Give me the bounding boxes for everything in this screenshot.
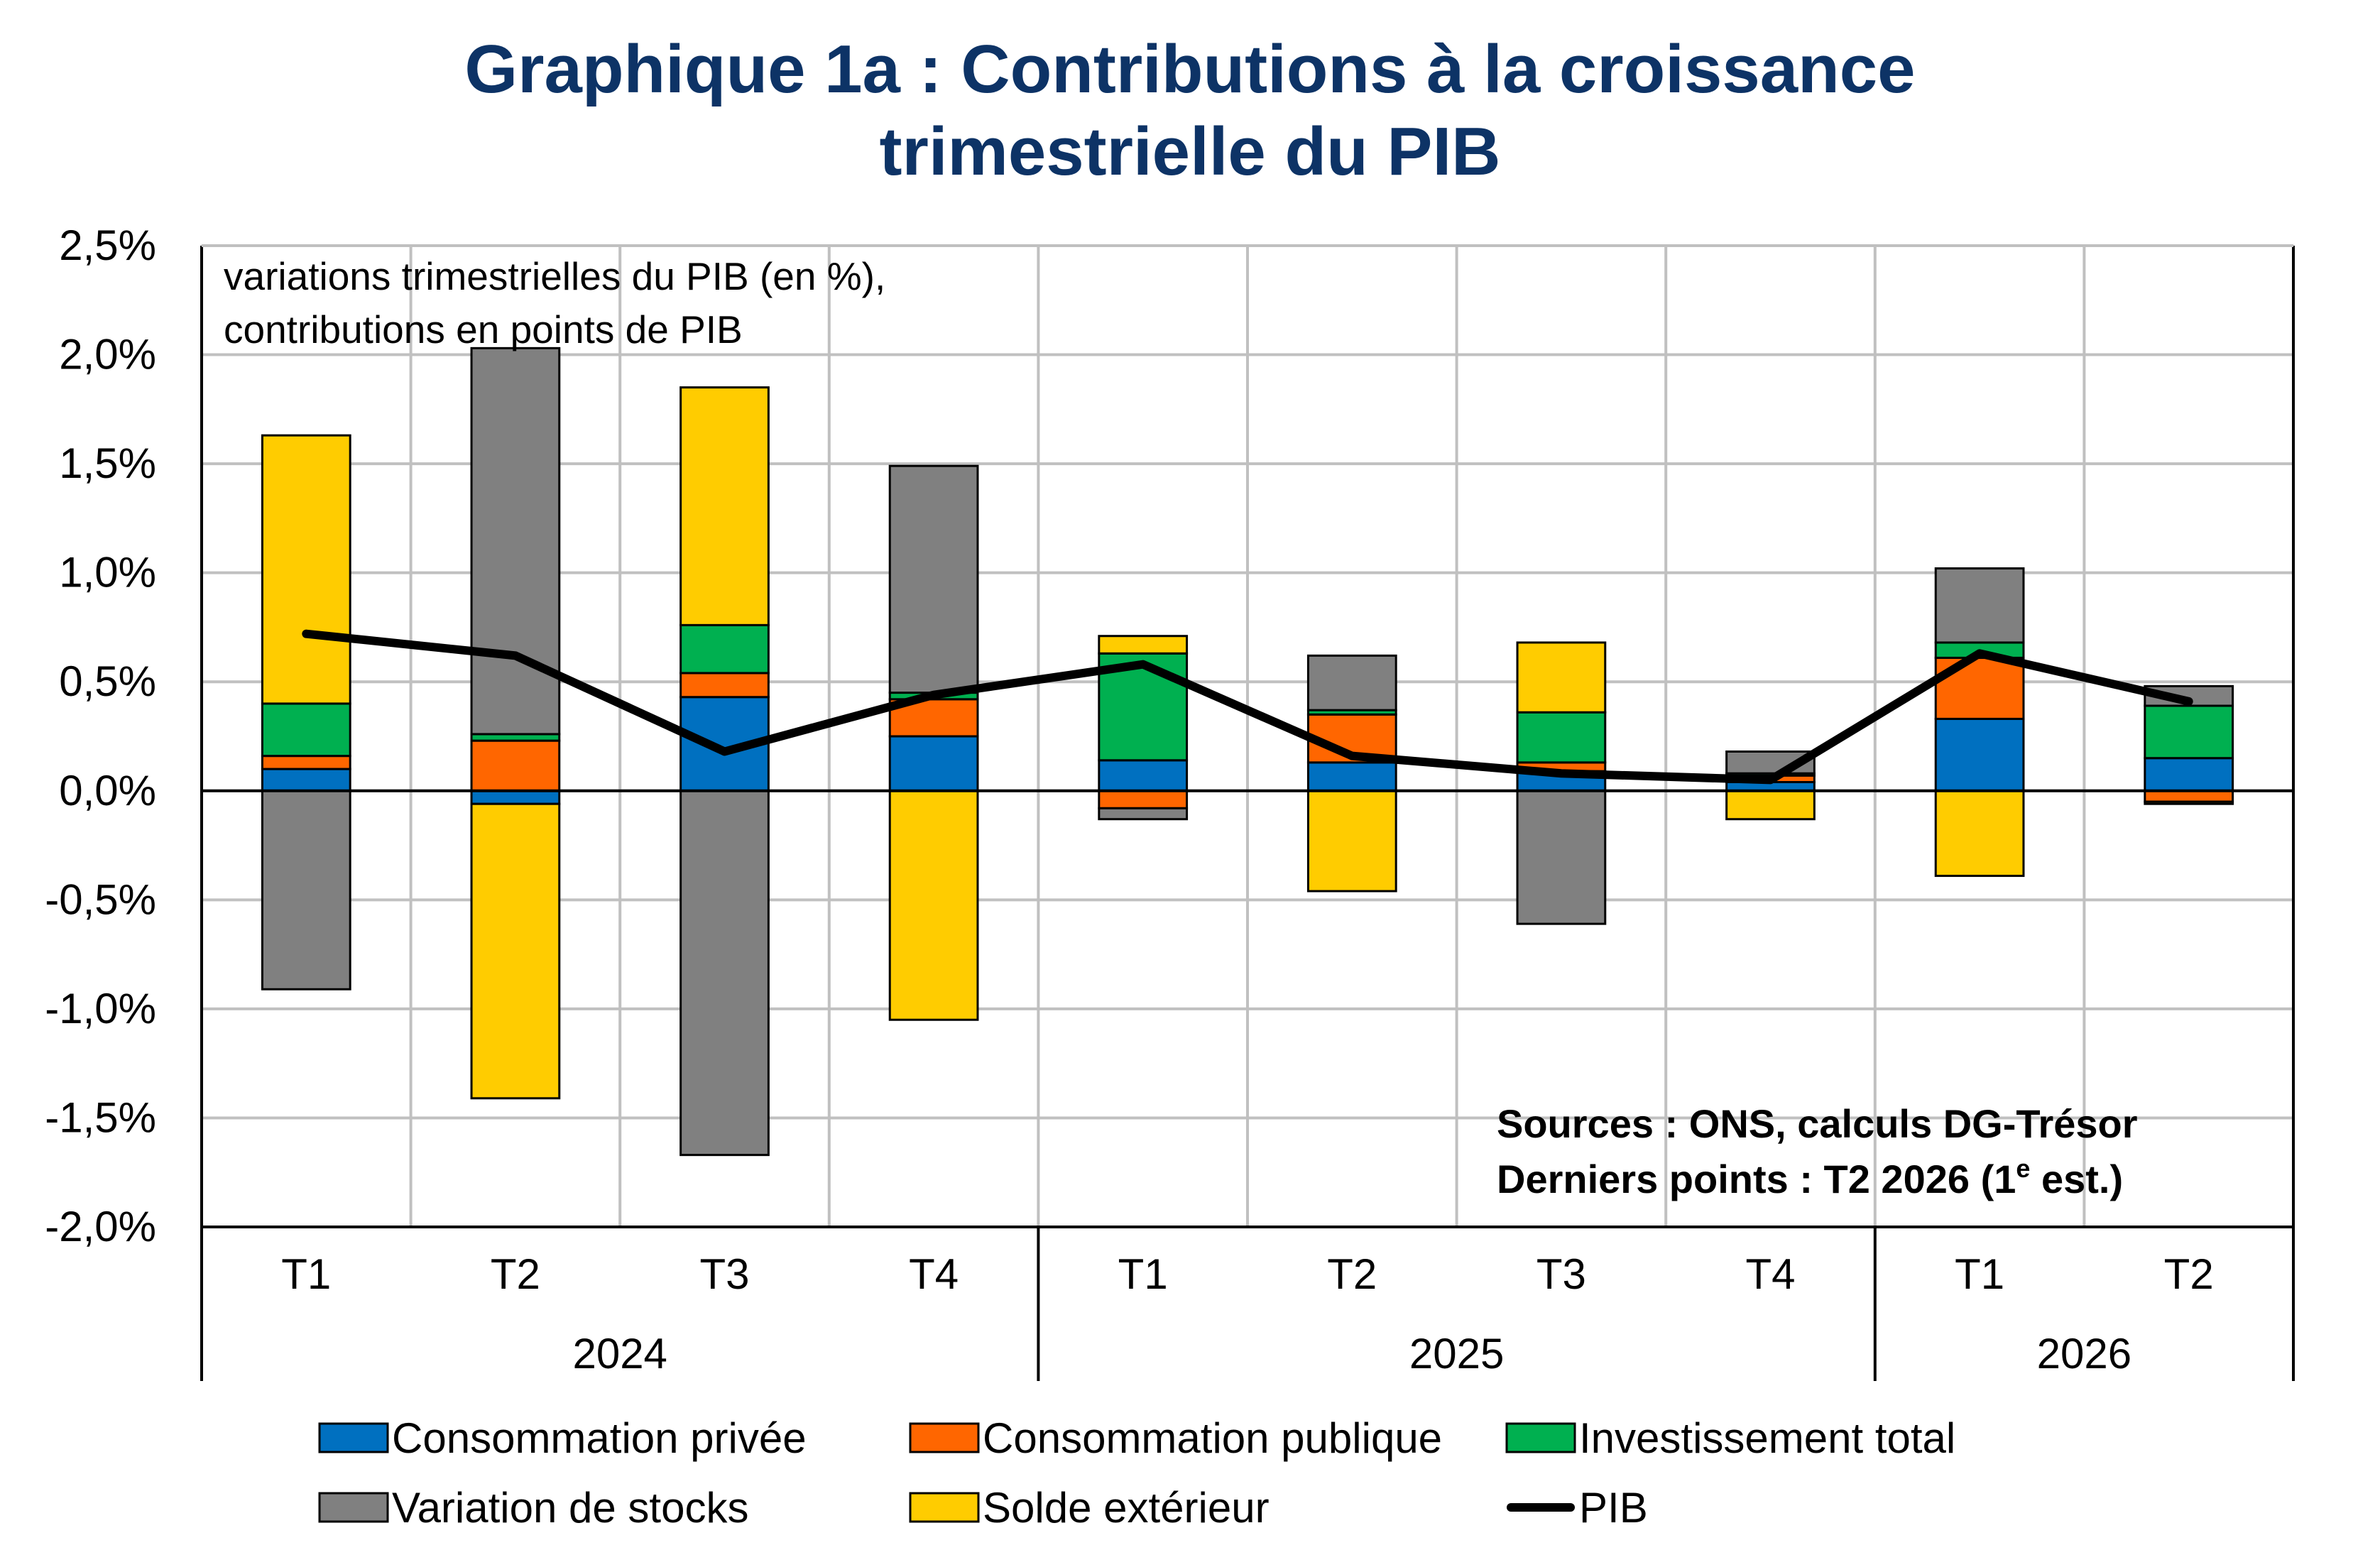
legend-swatch: [909, 1422, 980, 1453]
bar-segment: [1306, 790, 1397, 893]
bar-segment: [1725, 790, 1816, 821]
chart-note-line-2: contributions en points de PIB: [224, 307, 743, 351]
y-tick-label: 1,0%: [59, 549, 156, 596]
legend-label: Consommation publique: [983, 1414, 1442, 1462]
x-tick-label: T1: [281, 1250, 331, 1298]
x-tick-labels: T1 T2 T3 T4 T1 T2 T3 T4 T1 T2 2024 2025 2026: [281, 1250, 2213, 1377]
bar-segment: [679, 672, 770, 699]
y-tick-label: -1,0%: [45, 985, 156, 1032]
bar-segment: [470, 790, 561, 805]
x-group-label: 2024: [572, 1330, 667, 1377]
x-tick-label: T2: [1327, 1250, 1377, 1298]
bar-segment: [1934, 656, 2025, 720]
bar-segment: [261, 434, 351, 705]
x-tick-label: T3: [699, 1250, 749, 1298]
bar-segment: [1098, 790, 1189, 809]
bar-segment: [261, 755, 351, 770]
sources-line-1: Sources : ONS, calculs DG-Trésor: [1497, 1101, 2138, 1146]
bar-segment: [1934, 717, 2025, 792]
x-group-label: 2026: [2037, 1330, 2131, 1377]
x-tick-label: T3: [1536, 1250, 1586, 1298]
bar-segment: [470, 739, 561, 792]
bar-segment: [1934, 790, 2025, 878]
bar-segment: [679, 623, 770, 675]
y-tick-label: 1,5%: [59, 440, 156, 487]
bar-segment: [2144, 704, 2234, 760]
bar-segment: [679, 386, 770, 626]
legend-swatch: [318, 1492, 389, 1523]
bar-segment: [1934, 567, 2025, 644]
x-tick-label: T4: [1745, 1250, 1795, 1298]
legend-swatch: [909, 1492, 980, 1523]
x-group-label: 2025: [1409, 1330, 1504, 1377]
bar-segment: [1516, 641, 1607, 714]
sources-line-2-suffix: est.): [2030, 1157, 2123, 1201]
y-tick-label: 0,5%: [59, 657, 156, 705]
bar-segment: [1098, 759, 1189, 792]
y-tick-label: 0,0%: [59, 767, 156, 814]
bar-segment: [679, 790, 770, 1157]
x-tick-label: T2: [2164, 1250, 2214, 1298]
bar-segment: [2144, 800, 2234, 805]
legend-label: PIB: [1579, 1484, 1648, 1532]
bar-segment: [261, 790, 351, 990]
x-tick-label: T4: [909, 1250, 959, 1298]
legend-label: Solde extérieur: [983, 1484, 1270, 1532]
x-tick-label: T1: [1955, 1250, 2004, 1298]
y-tick-label: -0,5%: [45, 875, 156, 923]
y-tick-label: -1,5%: [45, 1093, 156, 1141]
legend-label: Consommation privée: [392, 1414, 807, 1462]
legend-swatch: [318, 1422, 389, 1453]
sources-line-2: Derniers points : T2 2026 (1e est.): [1497, 1154, 2123, 1201]
y-tick-label: 2,5%: [59, 222, 156, 269]
bar-segment: [1098, 807, 1189, 821]
x-tick-label: T2: [491, 1250, 540, 1298]
legend-label: Variation de stocks: [392, 1484, 748, 1532]
y-tick-labels: 2,5% 2,0% 1,5% 1,0% 0,5% 0,0% -0,5% -1,0% -1,5% -…: [45, 222, 156, 1250]
bar-segment: [1306, 761, 1397, 792]
bar-segment: [261, 768, 351, 792]
chart-note-line-1: variations trimestrielles du PIB (en %),: [224, 254, 885, 298]
sources-note: Sources : ONS, calculs DG-Trésor Dernier…: [1497, 1101, 2138, 1201]
chart-title-line-2: trimestrielle du PIB: [879, 114, 1501, 190]
bar-segment: [1516, 790, 1607, 925]
bar-segment: [1098, 635, 1189, 655]
y-tick-label: 2,0%: [59, 331, 156, 378]
chart-note: variations trimestrielles du PIB (en %),…: [224, 254, 885, 351]
bar-segment: [261, 702, 351, 758]
y-tick-label: -2,0%: [45, 1203, 156, 1250]
x-tick-label: T1: [1118, 1250, 1168, 1298]
bar-segment: [888, 790, 979, 1021]
chart-title-line-1: Graphique 1a : Contributions à la croiss…: [464, 31, 1916, 107]
bar-segment: [888, 464, 979, 694]
bar-segment: [888, 735, 979, 792]
bar-segment: [470, 802, 561, 1100]
legend: Consommation privée Consommation publique…: [318, 1414, 1955, 1532]
bar-segment: [2144, 790, 2234, 803]
pib-line-path: [302, 629, 2193, 785]
bar-segment: [2144, 757, 2234, 792]
chart-title: Graphique 1a : Contributions à la croiss…: [0, 28, 2380, 193]
legend-label: Investissement total: [1579, 1414, 1955, 1462]
sources-line-2-sup: e: [2016, 1154, 2030, 1183]
bar-segment: [470, 346, 561, 736]
legend-swatch: [1505, 1422, 1576, 1453]
bar-segment: [1306, 654, 1397, 711]
axes: [200, 244, 2295, 1381]
bar-segment: [1516, 711, 1607, 764]
sources-line-2-prefix: Derniers points : T2 2026 (1: [1497, 1157, 2016, 1201]
pib-line: [302, 629, 2193, 785]
